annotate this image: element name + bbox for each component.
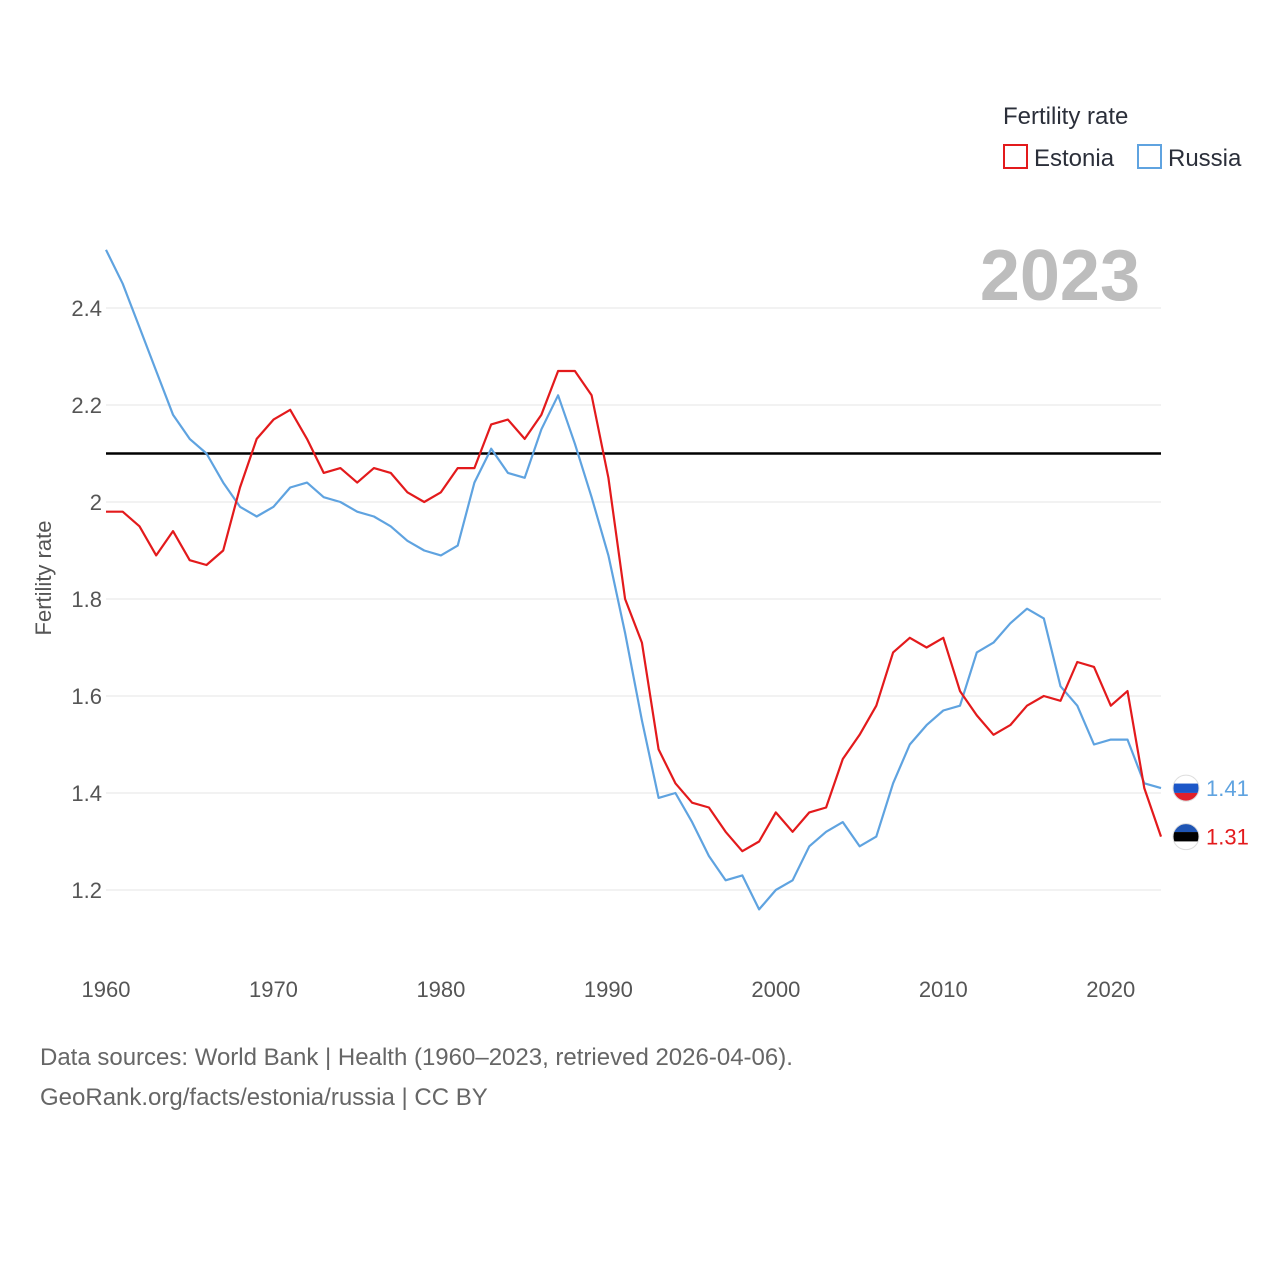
x-tick-label: 1960 — [82, 977, 131, 1002]
legend-swatch-estonia[interactable] — [1003, 144, 1028, 169]
legend-swatch-russia[interactable] — [1137, 144, 1162, 169]
y-axis-title: Fertility rate — [31, 521, 56, 636]
legend-title: Fertility rate — [1003, 103, 1128, 130]
flag-stripe-blue — [1173, 783, 1199, 793]
end-value-russia: 1.41 — [1206, 776, 1249, 801]
series-group — [105, 249, 1163, 911]
legend: Fertility rate Estonia Russia — [1003, 103, 1242, 172]
flag-stripe-blue — [1173, 823, 1199, 833]
y-tick-label: 1.8 — [71, 587, 102, 612]
x-tick-label: 2010 — [919, 977, 968, 1002]
x-tick-label: 2020 — [1086, 977, 1135, 1002]
flag-stripe-white — [1173, 841, 1199, 850]
y-tick-label: 1.6 — [71, 684, 102, 709]
y-tick-labels: 1.2 1.4 1.6 1.8 2 2.2 2.4 — [71, 296, 102, 903]
x-tick-label: 1980 — [416, 977, 465, 1002]
flag-stripe-black — [1173, 832, 1199, 842]
legend-label-estonia[interactable]: Estonia — [1034, 145, 1115, 172]
russia-flag-icon — [1172, 774, 1200, 802]
flag-stripe-white — [1173, 775, 1199, 784]
y-tick-label: 2 — [90, 490, 102, 515]
footer-sources: Data sources: World Bank | Health (1960–… — [40, 1044, 793, 1071]
y-tick-label: 1.2 — [71, 878, 102, 903]
year-label: 2023 — [980, 236, 1140, 316]
footer-credit[interactable]: GeoRank.org/facts/estonia/russia | CC BY — [40, 1084, 488, 1111]
x-tick-label: 2000 — [751, 977, 800, 1002]
x-tick-label: 1970 — [249, 977, 298, 1002]
estonia-flag-icon — [1172, 823, 1200, 851]
end-markers: 1.41 1.31 — [1172, 774, 1249, 851]
y-tick-label: 1.4 — [71, 781, 102, 806]
x-tick-labels: 1960 1970 1980 1990 2000 2010 2020 — [82, 977, 1136, 1002]
x-tick-label: 1990 — [584, 977, 633, 1002]
y-tick-label: 2.4 — [71, 296, 102, 321]
series-line-estonia — [106, 369, 1163, 853]
flag-outline — [1172, 823, 1200, 851]
y-gridlines — [106, 307, 1161, 891]
flag-outline — [1172, 774, 1200, 802]
flag-stripe-red — [1173, 792, 1199, 802]
series-line-russia — [105, 249, 1162, 911]
y-tick-label: 2.2 — [71, 393, 102, 418]
end-value-estonia: 1.31 — [1206, 825, 1249, 850]
legend-label-russia[interactable]: Russia — [1168, 145, 1242, 172]
